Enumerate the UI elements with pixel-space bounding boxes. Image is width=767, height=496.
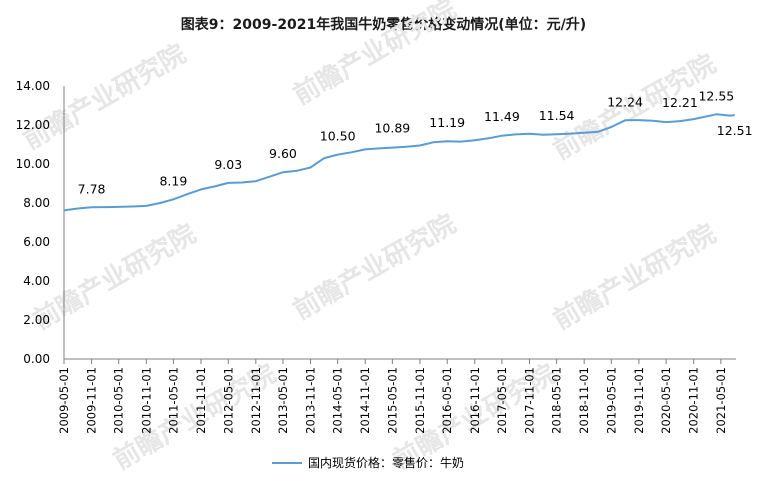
data-label: 12.24 — [607, 94, 643, 109]
x-tick-label: 2019-11-01 — [632, 367, 646, 434]
y-tick-label: 2.00 — [23, 313, 50, 327]
x-tick-label: 2014-11-01 — [358, 367, 372, 434]
x-tick-label: 2013-05-01 — [276, 367, 290, 434]
y-tick-label: 4.00 — [23, 274, 50, 288]
data-label: 12.51 — [717, 123, 753, 138]
x-tick-label: 2020-11-01 — [687, 367, 701, 434]
legend-label: 国内现货价格：零售价：牛奶 — [308, 455, 464, 470]
data-label: 10.50 — [320, 128, 356, 143]
data-label: 11.49 — [484, 109, 520, 124]
data-label: 11.54 — [539, 108, 575, 123]
x-tick-label: 2011-11-01 — [194, 367, 208, 434]
x-tick-label: 2014-05-01 — [331, 367, 345, 434]
watermark-text: 前瞻产业研究院 — [28, 218, 201, 336]
x-tick-label: 2021-05-01 — [714, 367, 728, 434]
x-tick-label: 2010-11-01 — [139, 367, 153, 434]
data-label: 9.60 — [269, 146, 297, 161]
x-tick-label: 2018-05-01 — [550, 367, 564, 434]
x-tick-label: 2012-05-01 — [221, 367, 235, 434]
legend: 国内现货价格：零售价：牛奶 — [272, 455, 464, 470]
x-tick-label: 2015-05-01 — [385, 367, 399, 434]
x-tick-label: 2018-11-01 — [577, 367, 591, 434]
y-tick-label: 6.00 — [23, 235, 50, 249]
data-label: 8.19 — [159, 173, 187, 188]
data-label: 12.55 — [698, 88, 734, 103]
y-tick-label: 0.00 — [23, 352, 50, 366]
data-labels: 7.78 8.19 9.03 9.60 10.50 10.89 11.19 11.49 11.5… — [78, 88, 753, 196]
x-tick-label: 2009-05-01 — [57, 367, 71, 434]
x-tick-label: 2017-05-01 — [495, 367, 509, 434]
x-tick-label: 2017-11-01 — [522, 367, 536, 434]
watermark-text: 前瞻产业研究院 — [548, 218, 721, 336]
x-tick-label: 2010-05-01 — [112, 367, 126, 434]
x-tick-label: 2012-11-01 — [249, 367, 263, 434]
y-tick-label: 14.00 — [16, 79, 50, 93]
x-tick-label: 2019-05-01 — [604, 367, 618, 434]
data-label: 11.19 — [429, 115, 465, 130]
y-tick-label: 12.00 — [16, 118, 50, 132]
data-label: 10.89 — [374, 121, 410, 136]
data-label: 9.03 — [214, 157, 242, 172]
x-tick-label: 2016-11-01 — [468, 367, 482, 434]
watermark-text: 前瞻产业研究院 — [288, 208, 461, 326]
x-axis-tick-marks — [63, 359, 722, 364]
x-tick-label: 2011-05-01 — [166, 367, 180, 434]
y-tick-label: 10.00 — [16, 157, 50, 171]
x-tick-label: 2020-05-01 — [659, 367, 673, 434]
data-label: 7.78 — [78, 181, 106, 196]
x-tick-label: 2009-11-01 — [85, 367, 99, 434]
watermark-text: 前瞻产业研究院 — [288, 0, 461, 111]
watermark-text: 前瞻产业研究院 — [18, 38, 191, 156]
x-tick-label: 2013-11-01 — [304, 367, 318, 434]
x-axis-tick-labels: 2009-05-01 2009-11-01 2010-05-01 2010-11-01… — [57, 367, 728, 434]
x-tick-label: 2016-05-01 — [440, 367, 454, 434]
series-line-milk-retail-price — [63, 113, 735, 212]
data-label: 12.21 — [662, 95, 698, 110]
chart-title: 图表9：2009-2021年我国牛奶零售价格变动情况(单位：元/升) — [180, 17, 587, 33]
y-tick-label: 8.00 — [23, 196, 50, 210]
y-axis-tick-labels: 0.00 2.00 4.00 6.00 8.00 10.00 12.00 14.00 — [16, 79, 50, 366]
x-tick-label: 2015-11-01 — [413, 367, 427, 434]
